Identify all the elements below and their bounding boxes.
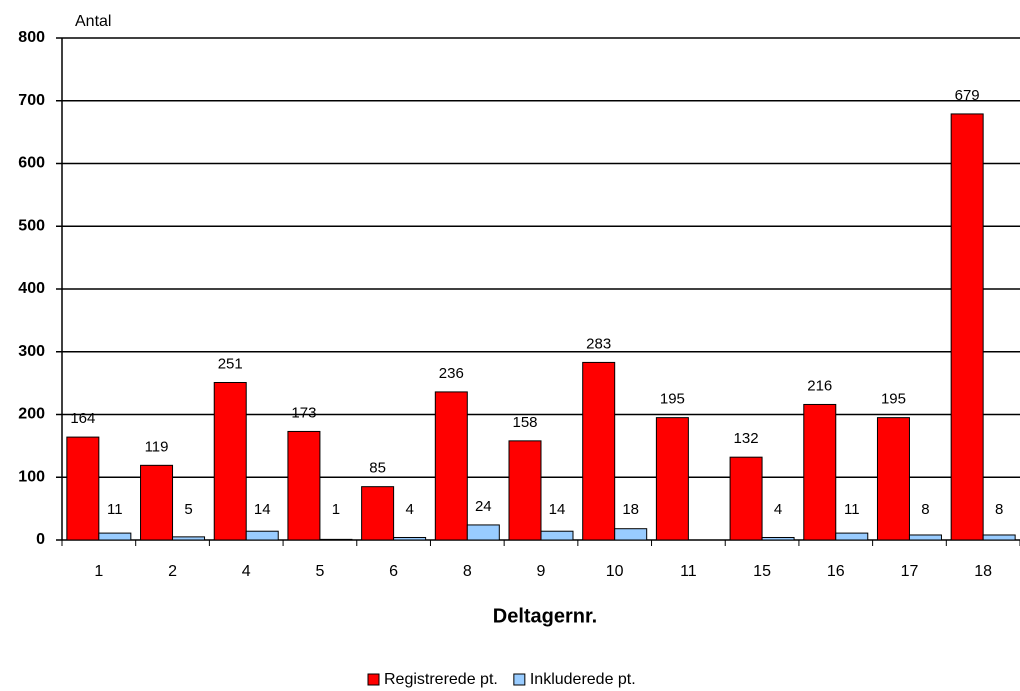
value-label: 251 bbox=[218, 355, 243, 372]
value-label: 173 bbox=[291, 404, 316, 421]
legend-label: Inkluderede pt. bbox=[530, 671, 636, 688]
x-tick-label: 15 bbox=[753, 563, 771, 580]
x-axis-title: Deltagernr. bbox=[493, 605, 597, 627]
y-tick-label: 600 bbox=[18, 155, 45, 172]
bar bbox=[287, 430, 321, 541]
x-tick-label: 2 bbox=[168, 563, 177, 580]
value-label: 5 bbox=[184, 501, 192, 518]
y-tick-label: 400 bbox=[18, 280, 45, 297]
x-tick-label: 10 bbox=[606, 563, 624, 580]
bar bbox=[655, 417, 689, 541]
x-tick-label: 8 bbox=[463, 563, 472, 580]
value-label: 4 bbox=[774, 501, 782, 518]
value-label: 119 bbox=[145, 438, 169, 455]
x-tick-label: 18 bbox=[974, 563, 992, 580]
legend-swatch bbox=[367, 673, 380, 686]
bar bbox=[98, 532, 132, 541]
bar bbox=[213, 381, 247, 541]
y-tick-label: 0 bbox=[36, 531, 45, 548]
bar bbox=[393, 536, 427, 541]
x-tick-label: 4 bbox=[242, 563, 251, 580]
value-label: 195 bbox=[660, 391, 685, 408]
bar bbox=[434, 391, 468, 541]
legend-swatch bbox=[513, 673, 526, 686]
x-tick-label: 1 bbox=[94, 563, 103, 580]
value-label: 1 bbox=[332, 501, 340, 518]
bar bbox=[172, 536, 206, 541]
bar bbox=[319, 538, 353, 541]
bar bbox=[761, 536, 795, 541]
value-label: 4 bbox=[405, 501, 413, 518]
value-label: 283 bbox=[586, 335, 611, 352]
y-tick-label: 500 bbox=[18, 217, 45, 234]
x-tick-label: 17 bbox=[901, 563, 919, 580]
value-label: 164 bbox=[70, 410, 95, 427]
value-label: 8 bbox=[921, 501, 929, 518]
value-label: 18 bbox=[622, 501, 639, 518]
x-tick-label: 5 bbox=[315, 563, 324, 580]
bar bbox=[140, 464, 174, 541]
bar bbox=[876, 417, 910, 541]
bar bbox=[361, 486, 395, 541]
value-label: 14 bbox=[549, 501, 566, 518]
bar bbox=[614, 528, 648, 541]
bar bbox=[982, 534, 1016, 541]
value-label: 132 bbox=[734, 430, 759, 447]
bar bbox=[466, 524, 500, 541]
bar bbox=[508, 440, 542, 541]
x-tick-label: 16 bbox=[827, 563, 845, 580]
bar bbox=[950, 113, 984, 541]
value-label: 236 bbox=[439, 365, 464, 382]
x-tick-label: 11 bbox=[680, 563, 697, 580]
y-tick-label: 800 bbox=[18, 29, 45, 46]
x-tick-label: 9 bbox=[537, 563, 546, 580]
value-label: 8 bbox=[995, 501, 1003, 518]
value-label: 11 bbox=[844, 501, 860, 518]
bar bbox=[729, 456, 763, 541]
value-label: 14 bbox=[254, 501, 271, 518]
bar bbox=[908, 534, 942, 541]
legend-label: Registrerede pt. bbox=[384, 671, 498, 688]
value-label: 216 bbox=[807, 377, 832, 394]
value-label: 195 bbox=[881, 391, 906, 408]
y-tick-label: 200 bbox=[18, 406, 45, 423]
y-tick-label: 300 bbox=[18, 343, 45, 360]
x-tick-label: 6 bbox=[389, 563, 398, 580]
bar bbox=[66, 436, 100, 541]
y-tick-label: 700 bbox=[18, 92, 45, 109]
value-label: 158 bbox=[512, 414, 537, 431]
bar bbox=[582, 361, 616, 541]
y-axis-title: Antal bbox=[75, 13, 111, 30]
bar bbox=[245, 530, 279, 541]
y-tick-label: 100 bbox=[18, 468, 45, 485]
bar bbox=[540, 530, 574, 541]
bar bbox=[835, 532, 869, 541]
bar bbox=[803, 403, 837, 541]
value-label: 24 bbox=[475, 498, 492, 515]
value-label: 85 bbox=[369, 460, 386, 477]
value-label: 11 bbox=[107, 501, 123, 518]
value-label: 679 bbox=[955, 87, 980, 104]
